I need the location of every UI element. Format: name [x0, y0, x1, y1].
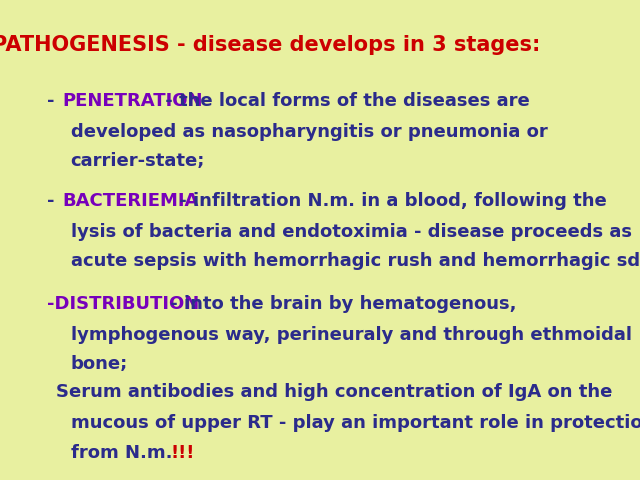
Text: lymphogenous way, perineuraly and through ethmoidal: lymphogenous way, perineuraly and throug… [70, 326, 632, 344]
Text: -: - [47, 92, 60, 110]
Text: - the local forms of the diseases are: - the local forms of the diseases are [159, 92, 530, 110]
Text: -: - [47, 192, 60, 210]
Text: developed as nasopharyngitis or pneumonia or: developed as nasopharyngitis or pneumoni… [70, 123, 547, 141]
Text: BACTERIEMIA: BACTERIEMIA [62, 192, 198, 210]
Text: lysis of bacteria and endotoximia - disease proceeds as: lysis of bacteria and endotoximia - dise… [70, 223, 632, 241]
Text: bone;: bone; [70, 355, 128, 372]
Text: - infiltration N.m. in a blood, following the: - infiltration N.m. in a blood, followin… [173, 192, 607, 210]
Text: carrier-state;: carrier-state; [70, 152, 205, 170]
Text: !!!: !!! [171, 444, 195, 462]
Text: from N.m.: from N.m. [70, 444, 172, 462]
Text: - into the brain by hematogenous,: - into the brain by hematogenous, [164, 295, 516, 313]
Text: Serum antibodies and high concentration of IgA on the: Serum antibodies and high concentration … [56, 383, 612, 401]
Text: acute sepsis with hemorrhagic rush and hemorrhagic sd;: acute sepsis with hemorrhagic rush and h… [70, 252, 640, 270]
Text: PATHOGENESIS - disease develops in 3 stages:: PATHOGENESIS - disease develops in 3 sta… [0, 35, 541, 55]
Text: mucous of upper RT - play an important role in protection: mucous of upper RT - play an important r… [70, 414, 640, 432]
Text: -DISTRIBUTION: -DISTRIBUTION [47, 295, 199, 313]
Text: PENETRATION: PENETRATION [62, 92, 202, 110]
